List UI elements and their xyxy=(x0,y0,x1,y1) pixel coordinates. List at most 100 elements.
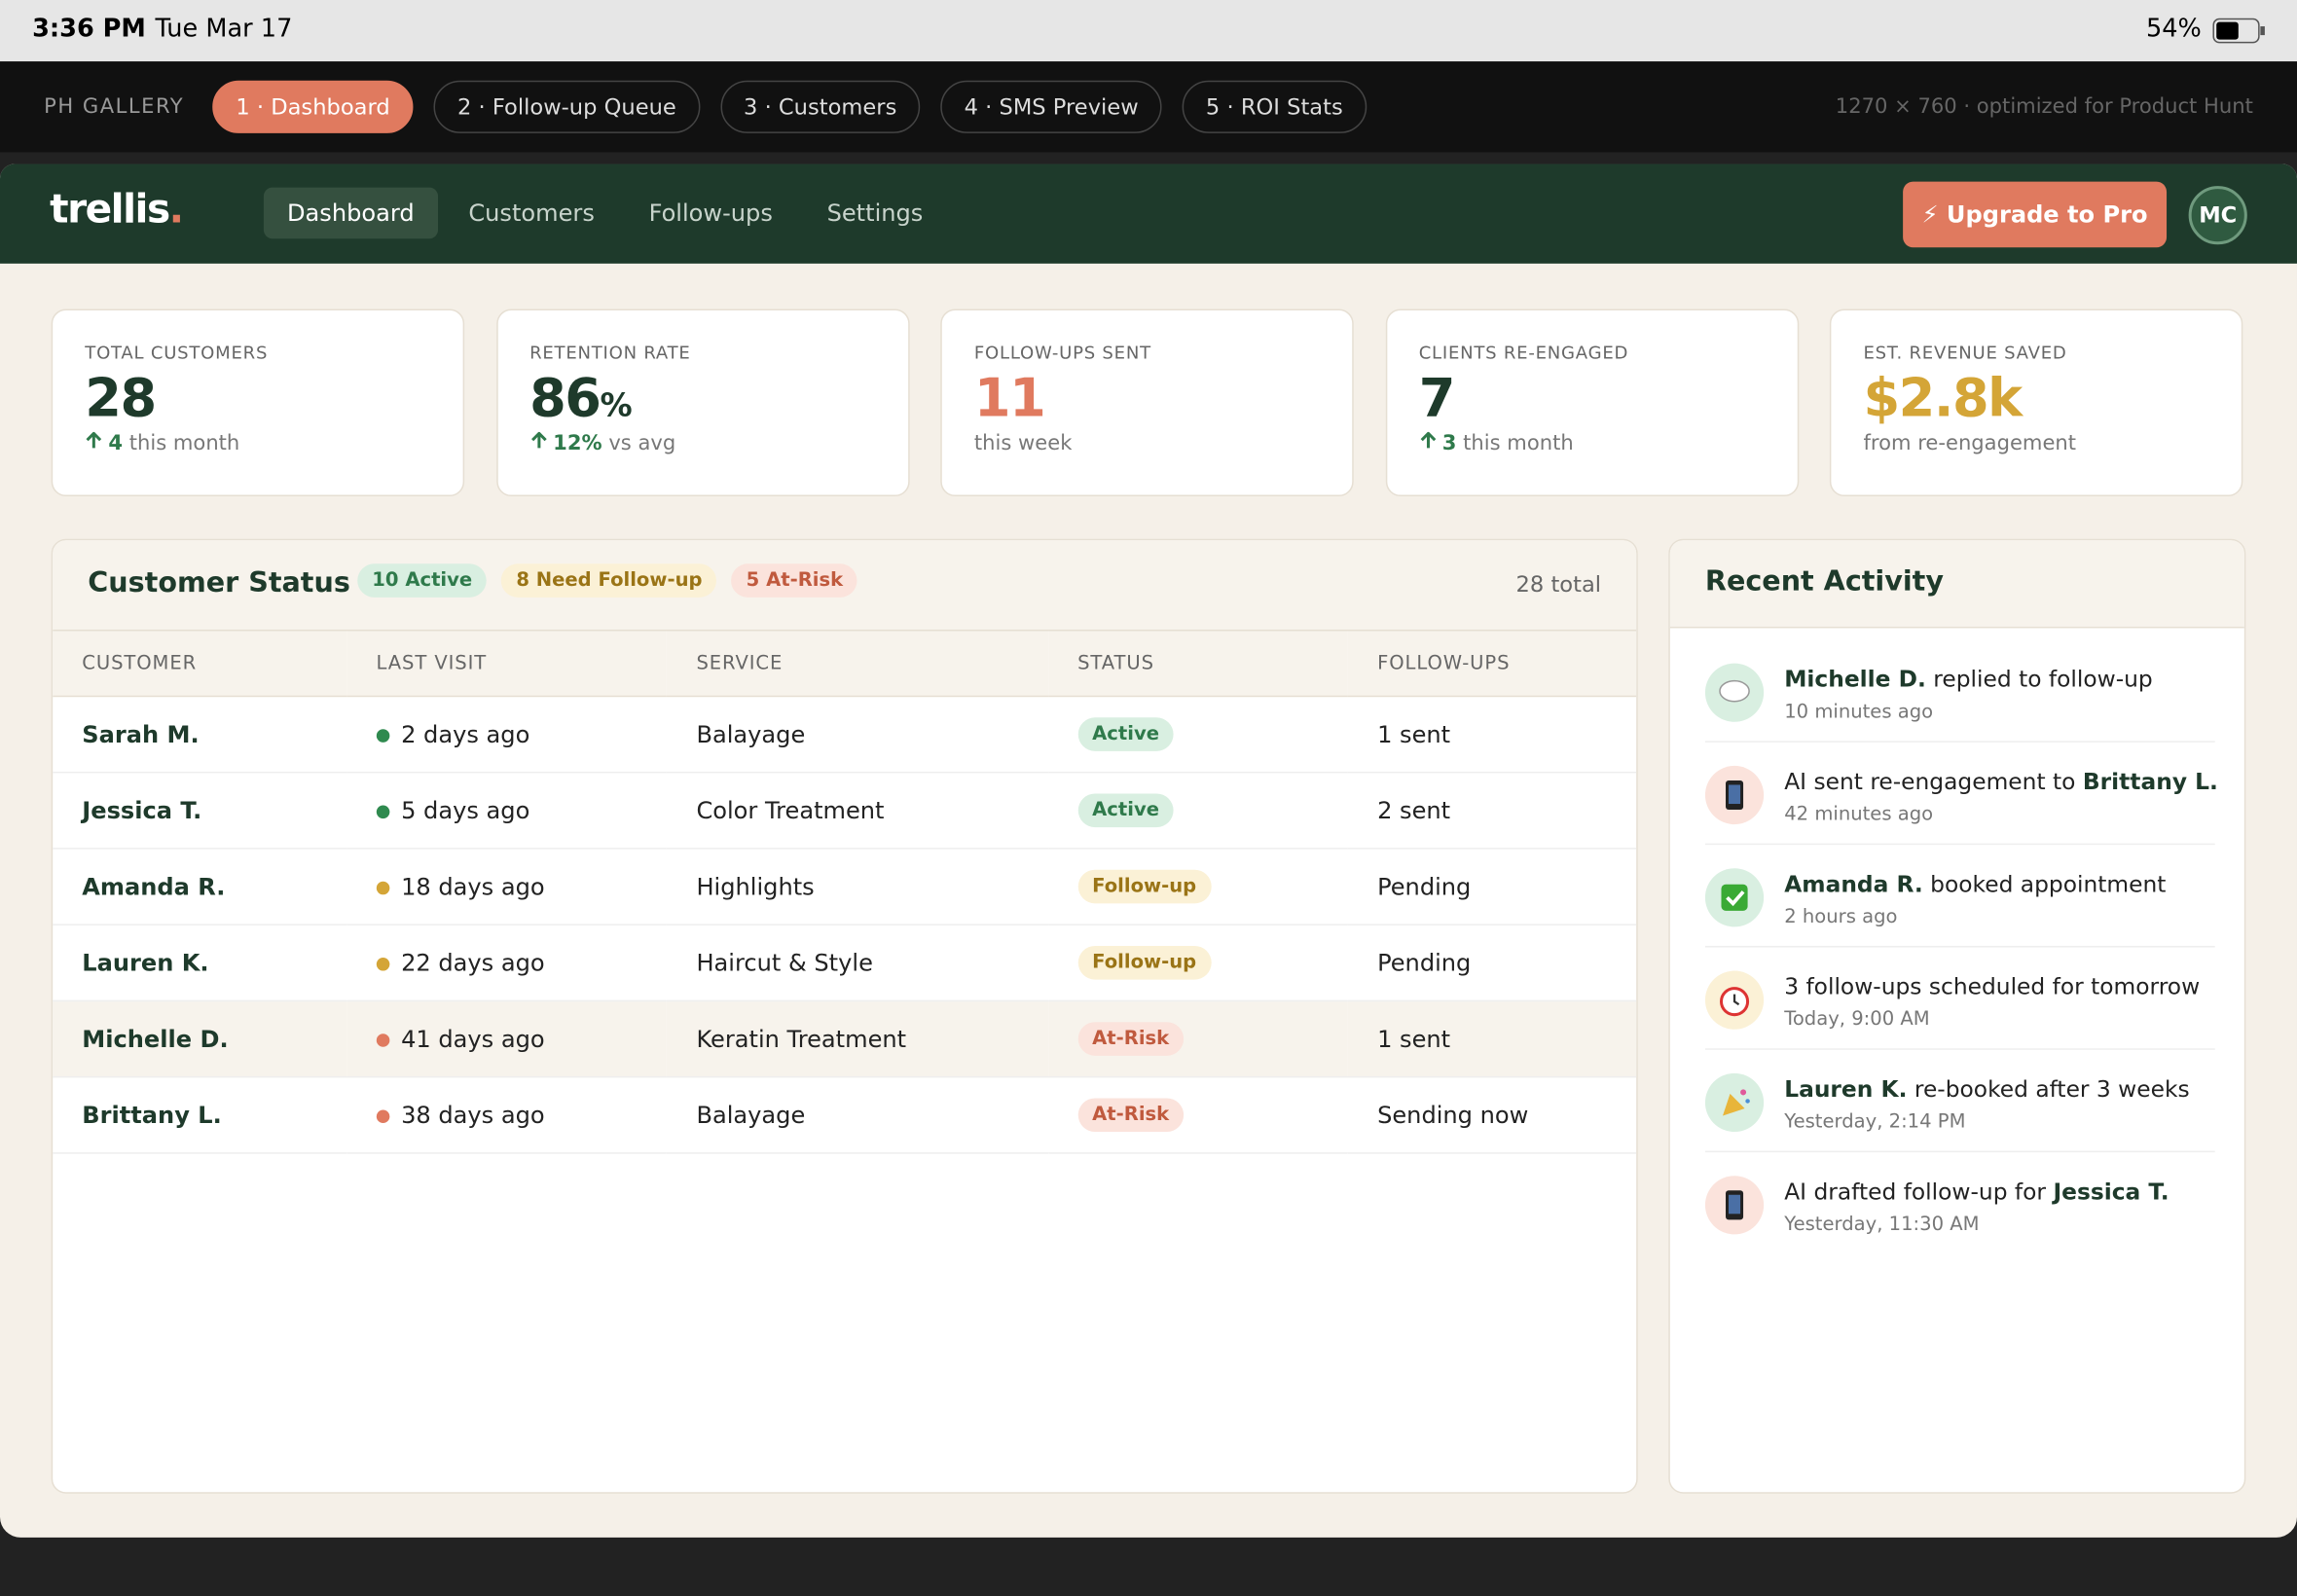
status: Active xyxy=(1047,696,1348,774)
date: Tue Mar 17 xyxy=(155,15,293,45)
customer-name: Lauren K. xyxy=(53,925,347,1002)
stat-number: 11 xyxy=(973,369,1046,429)
activity-time: Yesterday, 2:14 PM xyxy=(1784,1110,1966,1134)
panel-header: Customer Status 10 Active 8 Need Follow-u… xyxy=(53,540,1637,632)
icon-glyph xyxy=(1726,1190,1744,1220)
status-dot xyxy=(376,729,390,743)
customer-name: Michelle D. xyxy=(53,1000,347,1078)
customer-name: Jessica T. xyxy=(53,772,347,850)
last-visit: 41 days ago xyxy=(346,1000,668,1078)
status: Follow-up xyxy=(1047,848,1348,925)
stat-delta: 3 xyxy=(1419,431,1457,455)
follow-ups: 2 sent xyxy=(1347,772,1637,850)
status-badge: Active xyxy=(1077,717,1175,751)
nav-link[interactable]: Dashboard xyxy=(263,187,438,239)
last-visit: 22 days ago xyxy=(346,925,668,1002)
nav-links: Dashboard Customers Follow-ups Settings xyxy=(263,187,954,239)
delta-value: 12% xyxy=(553,431,602,455)
logo-text: trellis xyxy=(50,187,170,234)
table-body: Sarah M. 2 days ago Balayage Active 1 sent Je… xyxy=(53,696,1637,1154)
column-header: SERVICE xyxy=(667,631,1048,698)
status-badge: Follow-up xyxy=(1077,869,1212,904)
activity-item: 3 follow-ups scheduled for tomorrow Today… xyxy=(1704,947,2215,1050)
gallery-tab[interactable]: 4 · SMS Preview xyxy=(940,80,1162,133)
service: Balayage xyxy=(667,696,1048,774)
app-nav: trellis. Dashboard Customers Follow-ups Set… xyxy=(0,163,2297,264)
status: Active xyxy=(1047,772,1348,850)
gallery-bar: PH GALLERY 1 · Dashboard 2 · Follow-up Qu… xyxy=(0,61,2297,153)
caption-text: this month xyxy=(1463,431,1574,455)
stat-label: RETENTION RATE xyxy=(529,343,691,364)
activity-name: Lauren K. xyxy=(1784,1075,1908,1103)
stat-label: FOLLOW-UPS SENT xyxy=(973,343,1151,364)
up-arrow xyxy=(86,431,102,449)
table-row[interactable]: Sarah M. 2 days ago Balayage Active 1 sent xyxy=(53,696,1637,774)
visit-text: 18 days ago xyxy=(401,872,545,901)
upgrade-button[interactable]: ⚡ Upgrade to Pro xyxy=(1903,181,2168,248)
avatar[interactable]: MC xyxy=(2188,186,2247,245)
last-visit: 38 days ago xyxy=(346,1076,668,1154)
status: At-Risk xyxy=(1047,1076,1348,1154)
customer-panel: Customer Status 10 Active 8 Need Follow-u… xyxy=(51,538,1638,1494)
app: trellis. Dashboard Customers Follow-ups Set… xyxy=(0,163,2297,1538)
table-row[interactable]: Michelle D. 41 days ago Keratin Treatment A… xyxy=(53,1000,1637,1078)
battery-text: 54% xyxy=(2145,15,2202,45)
status-dot xyxy=(376,1034,390,1047)
badge: 8 Need Follow-up xyxy=(501,563,717,598)
activity-action: 3 follow-ups scheduled for tomorrow xyxy=(1784,973,2201,1000)
status-badge: Follow-up xyxy=(1077,945,1212,980)
time: 3:36 PM xyxy=(32,15,146,45)
follow-ups: 1 sent xyxy=(1347,696,1637,774)
activity-time: 42 minutes ago xyxy=(1784,804,1934,826)
customer-table: CUSTOMER LAST VISIT SERVICE STATUS FOLLOW-UP… xyxy=(53,631,1637,1154)
status-dot xyxy=(376,881,390,895)
icon-glyph xyxy=(1719,987,1750,1017)
stat-label: EST. REVENUE SAVED xyxy=(1863,343,2067,364)
table-row[interactable]: Brittany L. 38 days ago Balayage At-Risk Sen… xyxy=(53,1076,1637,1154)
activity-name: Amanda R. xyxy=(1784,871,1923,898)
activity-icon xyxy=(1704,1072,1765,1133)
activity-action: re-booked after 3 weeks xyxy=(1914,1075,2190,1103)
total: 28 total xyxy=(1515,570,1602,598)
table-row[interactable]: Amanda R. 18 days ago Highlights Follow-up P… xyxy=(53,848,1637,925)
stat-label: TOTAL CUSTOMERS xyxy=(85,343,269,364)
stat-card: CLIENTS RE-ENGAGED 7 3 this month xyxy=(1385,308,1799,497)
delta-value: 3 xyxy=(1441,431,1457,455)
gallery-tab[interactable]: 1 · Dashboard xyxy=(212,80,414,133)
stat-value: 86% xyxy=(529,369,875,429)
activity-icon xyxy=(1704,970,1765,1030)
follow-ups: 1 sent xyxy=(1347,1000,1637,1078)
activity-list: Michelle D. replied to follow-up 10 minut… xyxy=(1670,628,2244,1252)
activity-item: AI sent re-engagement to Brittany L. 42 m… xyxy=(1704,743,2218,846)
badge: 5 At-Risk xyxy=(731,563,858,598)
nav-link[interactable]: Customers xyxy=(468,199,595,228)
status-dot xyxy=(376,1109,390,1124)
icon-glyph xyxy=(1722,1089,1750,1116)
activity-action: replied to follow-up xyxy=(1933,666,2153,693)
last-visit: 2 days ago xyxy=(346,696,668,774)
nav-link[interactable]: Settings xyxy=(826,199,924,228)
activity-icon xyxy=(1704,868,1765,927)
activity-item: AI drafted follow-up for Jessica T. Yeste… xyxy=(1704,1152,2215,1253)
service: Color Treatment xyxy=(667,772,1048,850)
status-dot xyxy=(376,805,390,819)
gallery-tab[interactable]: 3 · Customers xyxy=(719,80,921,133)
table-head: CUSTOMER LAST VISIT SERVICE STATUS FOLLOW-UP… xyxy=(53,631,1637,698)
visit-text: 2 days ago xyxy=(401,720,530,748)
table-row[interactable]: Jessica T. 5 days ago Color Treatment Activ… xyxy=(53,772,1637,850)
stat-value: 28 xyxy=(85,369,430,429)
visit-text: 5 days ago xyxy=(401,796,530,825)
follow-ups: Pending xyxy=(1347,848,1637,925)
gallery-tab[interactable]: 2 · Follow-up Queue xyxy=(433,80,700,133)
status: At-Risk xyxy=(1047,1000,1348,1078)
caption-text: from re-engagement xyxy=(1863,431,2077,455)
table-row[interactable]: Lauren K. 22 days ago Haircut & Style Follo… xyxy=(53,925,1637,1002)
stat-unit: % xyxy=(600,387,633,425)
icon-glyph xyxy=(1721,884,1748,911)
activity-action: AI drafted follow-up for xyxy=(1784,1179,2047,1206)
service: Highlights xyxy=(667,848,1048,925)
caption-text: this month xyxy=(128,431,240,455)
nav-link[interactable]: Follow-ups xyxy=(648,199,773,228)
gallery-tab[interactable]: 5 · ROI Stats xyxy=(1182,80,1367,133)
